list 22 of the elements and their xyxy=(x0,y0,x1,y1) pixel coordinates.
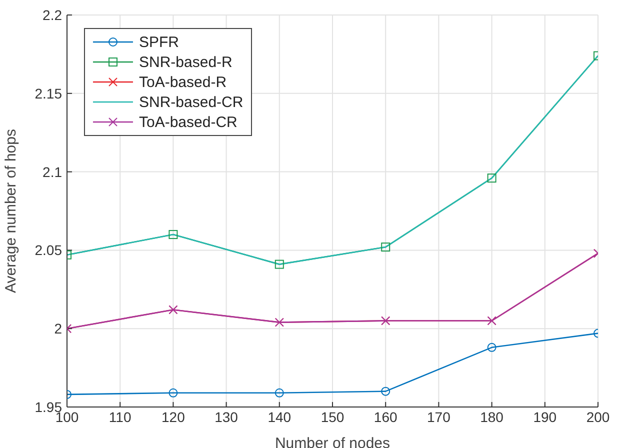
y-tick-label: 2.15 xyxy=(34,85,62,102)
x-tick-label: 160 xyxy=(374,408,398,425)
legend-label: SPFR xyxy=(139,34,180,50)
legend-label: SNR-based-R xyxy=(139,54,232,70)
legend-label: ToA-based-R xyxy=(139,74,227,90)
x-tick-label: 150 xyxy=(320,408,344,425)
y-axis-title: Average number of hops xyxy=(2,129,20,293)
x-tick-label: 140 xyxy=(268,408,292,425)
y-tick-label: 2.05 xyxy=(34,242,62,258)
x-tick-label: 130 xyxy=(214,408,238,425)
x-tick-label: 200 xyxy=(586,408,610,425)
y-tick-label: 2 xyxy=(54,320,62,337)
legend-label: ToA-based-CR xyxy=(139,114,238,130)
x-tick-label: 120 xyxy=(162,408,186,425)
x-tick-label: 180 xyxy=(480,408,504,425)
x-tick-label: 110 xyxy=(108,408,132,425)
legend-label: SNR-based-CR xyxy=(139,94,244,110)
x-tick-label: 190 xyxy=(533,408,557,425)
y-tick-label: 2.2 xyxy=(42,6,62,23)
x-tick-label: 170 xyxy=(427,408,451,425)
x-axis-title: Number of nodes xyxy=(274,435,390,448)
y-tick-label: 2.1 xyxy=(42,164,62,180)
